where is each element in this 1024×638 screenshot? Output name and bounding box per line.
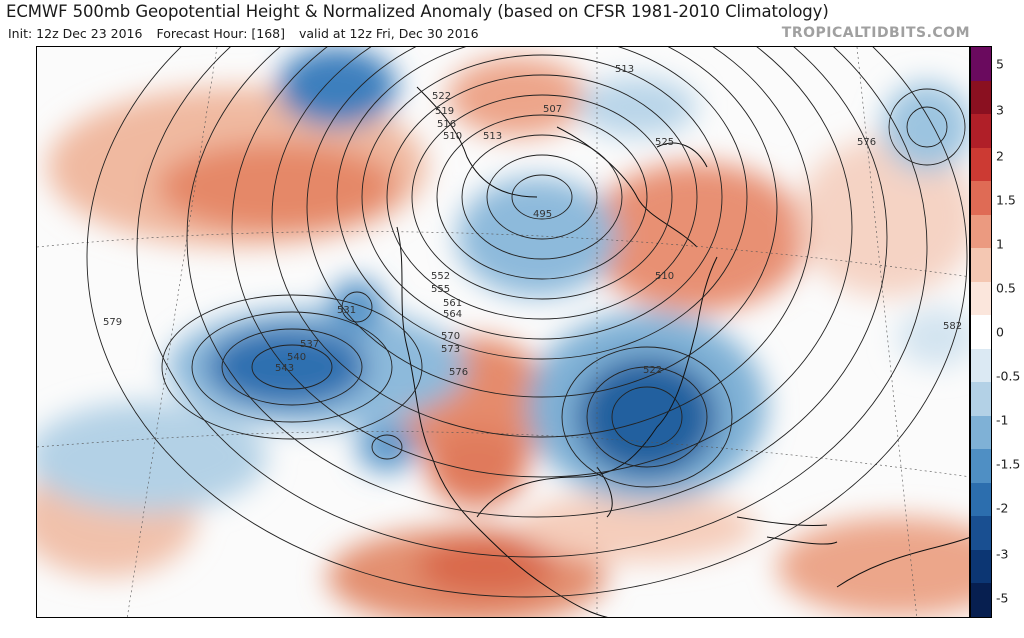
contour-label: 507 — [543, 104, 562, 115]
contour-label: 531 — [337, 305, 356, 316]
contour-label: 573 — [441, 344, 460, 355]
valid-time: valid at 12z Fri, Dec 30 2016 — [299, 26, 479, 41]
colorbar-segment — [971, 80, 991, 115]
colorbar-segment — [971, 147, 991, 182]
colorbar-segment — [971, 549, 991, 584]
colorbar-tick-label: 5 — [996, 56, 1004, 72]
forecast-info: Init: 12z Dec 23 2016 Forecast Hour: [16… — [8, 26, 489, 41]
contour-label: 516 — [437, 119, 456, 130]
site-watermark: TROPICALTIDBITS.COM — [781, 25, 970, 41]
colorbar-tick-label: 3 — [996, 102, 1004, 118]
contour-label-group: 522 519 516 510 513 507 513 525 576 495 … — [103, 64, 962, 378]
contour-label: 564 — [443, 309, 462, 320]
contour-label: 495 — [533, 209, 552, 220]
contour-label: 525 — [655, 137, 674, 148]
colorbar-tick-label: 0.5 — [996, 280, 1016, 296]
contour-label: 543 — [275, 363, 294, 374]
contour-label: 519 — [435, 106, 454, 117]
colorbar-segment — [971, 449, 991, 483]
forecast-hour: Forecast Hour: [168] — [156, 26, 286, 41]
contour-label: 513 — [615, 64, 634, 75]
colorbar-segment — [971, 214, 991, 249]
lat-lon-grid — [37, 47, 969, 617]
colorbar-labels: 5 3 2 1.5 1 0.5 0 -0.5 -1 -1.5 -2 -3 -5 — [996, 46, 1024, 618]
contour-label: 555 — [431, 284, 450, 295]
anomaly-shading — [37, 47, 969, 617]
contour-label: 513 — [483, 131, 502, 142]
colorbar-segment — [971, 181, 991, 215]
colorbar-segment — [971, 47, 991, 81]
colorbar-tick-label: 1 — [996, 236, 1004, 252]
colorbar-tick-label: -1 — [996, 412, 1009, 428]
colorbar-tick-label: -1.5 — [996, 456, 1021, 472]
coastlines — [396, 86, 969, 617]
colorbar-segment — [971, 248, 991, 282]
contour-label: 579 — [103, 317, 122, 328]
chart-title: ECMWF 500mb Geopotential Height & Normal… — [6, 2, 829, 21]
contour-label: 582 — [943, 321, 962, 332]
init-time: Init: 12z Dec 23 2016 — [8, 26, 143, 41]
colorbar-tick-label: -3 — [996, 546, 1009, 562]
contour-label: 552 — [431, 271, 450, 282]
map-canvas: 522 519 516 510 513 507 513 525 576 495 … — [37, 47, 969, 617]
contour-label: 522 — [432, 91, 451, 102]
contour-label: 540 — [287, 352, 306, 363]
anomaly-map: 522 519 516 510 513 507 513 525 576 495 … — [36, 46, 970, 618]
contour-label: 576 — [449, 367, 468, 378]
colorbar-segment — [971, 583, 991, 617]
colorbar-segment — [971, 315, 991, 349]
colorbar-tick-label: -2 — [996, 500, 1009, 516]
contour-label: 537 — [300, 339, 319, 350]
colorbar-segment — [971, 348, 991, 383]
colorbar-tick-label: 0 — [996, 324, 1004, 340]
colorbar-segment — [971, 382, 991, 416]
colorbar — [970, 46, 992, 618]
contour-label: 570 — [441, 331, 460, 342]
colorbar-segment — [971, 415, 991, 450]
colorbar-segment — [971, 114, 991, 148]
colorbar-tick-label: -0.5 — [996, 368, 1021, 384]
contour-label: 561 — [443, 298, 462, 309]
colorbar-tick-label: 1.5 — [996, 192, 1016, 208]
colorbar-tick-label: 2 — [996, 148, 1004, 164]
contour-label: 576 — [857, 137, 876, 148]
contour-label: 522 — [643, 365, 662, 376]
colorbar-tick-label: -5 — [996, 590, 1009, 606]
colorbar-segment — [971, 516, 991, 550]
contour-label: 510 — [443, 131, 462, 142]
colorbar-segment — [971, 482, 991, 517]
height-contours — [86, 47, 968, 598]
colorbar-segment — [971, 281, 991, 316]
contour-label: 510 — [655, 271, 674, 282]
